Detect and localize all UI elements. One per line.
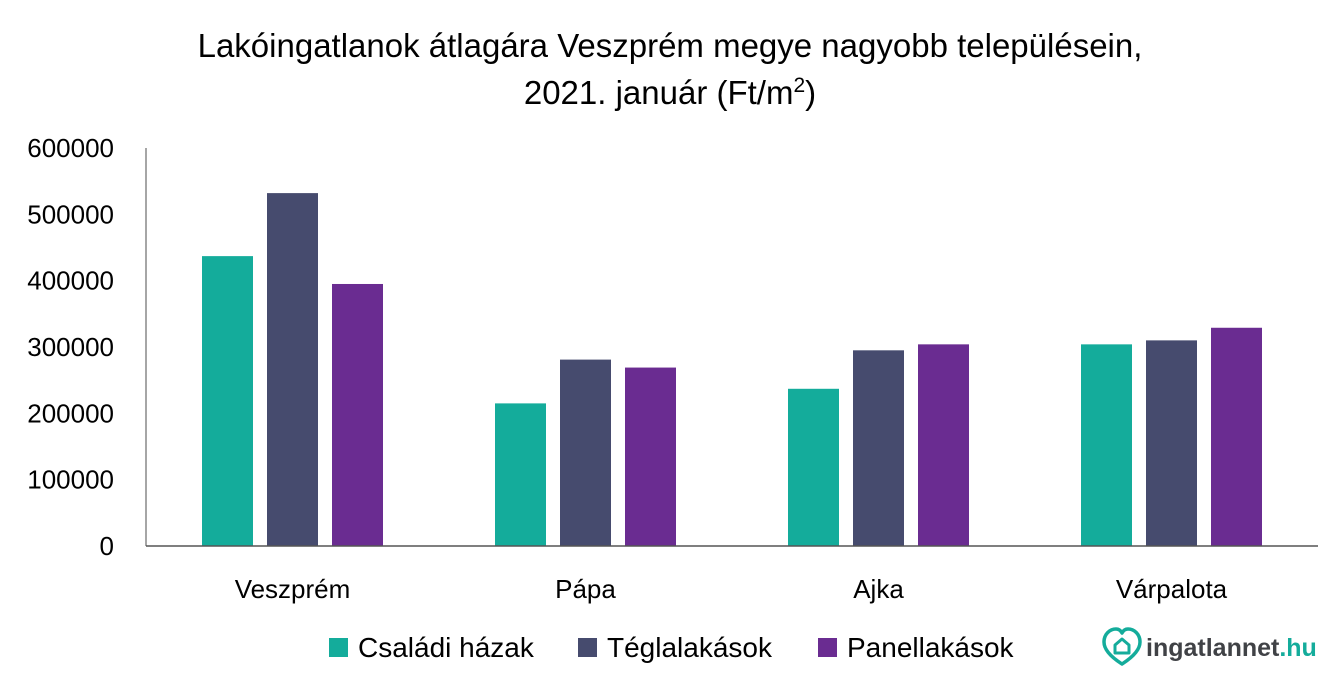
bars	[202, 193, 1262, 546]
chart-title-line2-sup: 2	[793, 74, 805, 97]
logo-text-tld: .hu	[1279, 634, 1317, 662]
legend: Családi házak Téglalakások Panellakások	[329, 632, 1015, 663]
ingatlannet-logo: ingatlannet.hu	[1102, 627, 1317, 666]
legend-label-1: Téglalakások	[607, 632, 773, 663]
chart-title-line2-prefix: 2021. január (Ft/m	[524, 74, 794, 111]
bar-veszprém-1	[267, 193, 318, 546]
bar-pápa-0	[495, 403, 546, 546]
x-axis-category-labels: Veszprém Pápa Ajka Várpalota	[235, 574, 1228, 604]
bar-várpalota-0	[1081, 344, 1132, 546]
y-tick-label: 200000	[27, 398, 114, 428]
chart-title-line2: 2021. január (Ft/m2)	[524, 74, 816, 111]
x-category-label: Várpalota	[1116, 574, 1228, 604]
bar-ajka-1	[853, 350, 904, 546]
bar-pápa-2	[625, 367, 676, 546]
x-category-label: Pápa	[555, 574, 616, 604]
bar-pápa-1	[560, 359, 611, 546]
y-tick-label: 0	[100, 531, 114, 561]
logo-text: ingatlannet.hu	[1146, 634, 1317, 662]
chart-title-line1: Lakóingatlanok átlagára Veszprém megye n…	[198, 27, 1143, 64]
logo-text-name: ingatlannet	[1146, 634, 1280, 662]
x-category-label: Ajka	[853, 574, 904, 604]
bar-veszprém-0	[202, 256, 253, 546]
x-category-label: Veszprém	[235, 574, 351, 604]
y-tick-label: 600000	[27, 133, 114, 163]
legend-swatch-2	[818, 638, 837, 657]
legend-label-2: Panellakások	[847, 632, 1015, 663]
legend-swatch-0	[329, 638, 348, 657]
y-tick-label: 100000	[27, 465, 114, 495]
y-axis-tick-labels: 0 100000 200000 300000 400000 500000 600000	[27, 133, 114, 561]
bar-veszprém-2	[332, 283, 383, 546]
bar-várpalota-2	[1211, 327, 1262, 546]
bar-várpalota-1	[1146, 340, 1197, 546]
bar-ajka-0	[788, 388, 839, 546]
y-tick-label: 300000	[27, 332, 114, 362]
chart-title-line2-suffix: )	[805, 74, 816, 111]
legend-swatch-1	[578, 638, 597, 657]
bar-ajka-2	[918, 344, 969, 546]
legend-label-0: Családi házak	[358, 632, 535, 663]
y-tick-label: 400000	[27, 266, 114, 296]
y-tick-label: 500000	[27, 199, 114, 229]
heart-house-icon	[1102, 627, 1142, 666]
